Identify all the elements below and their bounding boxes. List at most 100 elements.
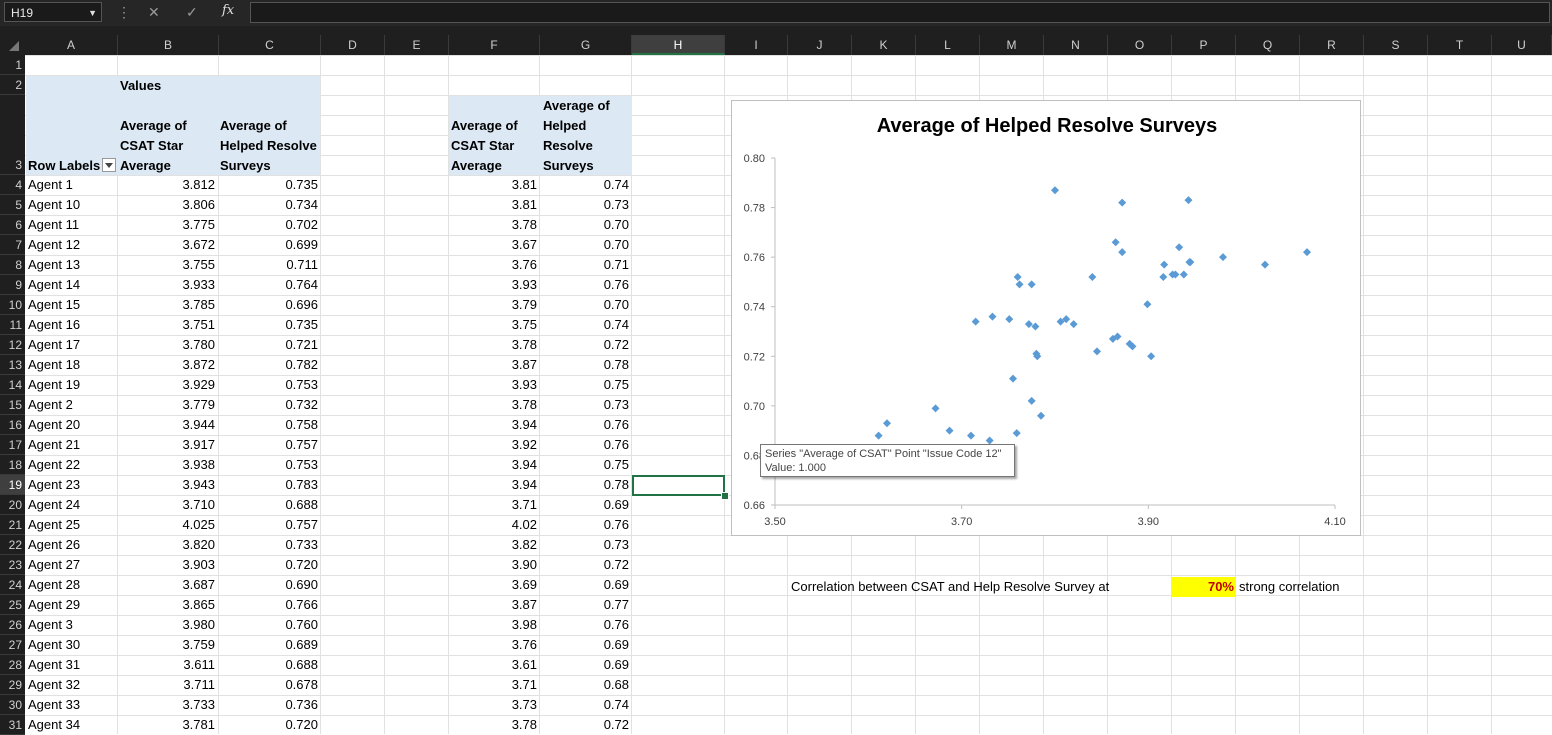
table2-csat-value[interactable]: 3.98: [511, 617, 537, 632]
pivot-row-label[interactable]: Agent 22: [28, 457, 81, 472]
pivot-csat-value[interactable]: 3.733: [182, 697, 215, 712]
pivot-helped-value[interactable]: 0.753: [285, 377, 318, 392]
pivot-row-label[interactable]: Agent 27: [28, 557, 81, 572]
pivot-helped-value[interactable]: 0.721: [285, 337, 318, 352]
table2-csat-value[interactable]: 3.93: [511, 377, 537, 392]
table2-helped-value[interactable]: 0.70: [603, 237, 629, 252]
table2-csat-value[interactable]: 3.69: [511, 577, 537, 592]
table2-helped-value[interactable]: 0.78: [603, 357, 629, 372]
column-header-n[interactable]: N: [1044, 35, 1108, 55]
pivot-row-label[interactable]: Agent 2: [28, 397, 73, 412]
table2-helped-value[interactable]: 0.73: [603, 397, 629, 412]
row-header-18[interactable]: 18: [0, 455, 25, 475]
row-header-10[interactable]: 10: [0, 295, 25, 315]
pivot-helped-value[interactable]: 0.783: [285, 477, 318, 492]
pivot-csat-value[interactable]: 3.938: [182, 457, 215, 472]
pivot-csat-value[interactable]: 3.780: [182, 337, 215, 352]
pivot-csat-value[interactable]: 3.903: [182, 557, 215, 572]
pivot-row-label[interactable]: Agent 1: [28, 177, 73, 192]
row-header-25[interactable]: 25: [0, 595, 25, 615]
row-header-14[interactable]: 14: [0, 375, 25, 395]
pivot-row-label[interactable]: Agent 20: [28, 417, 81, 432]
pivot-row-label[interactable]: Agent 32: [28, 677, 81, 692]
pivot-csat-value[interactable]: 3.865: [182, 597, 215, 612]
column-header-d[interactable]: D: [321, 35, 385, 55]
pivot-csat-value[interactable]: 3.929: [182, 377, 215, 392]
pivot-helped-value[interactable]: 0.688: [285, 497, 318, 512]
column-header-r[interactable]: R: [1300, 35, 1364, 55]
pivot-helped-value[interactable]: 0.720: [285, 717, 318, 732]
more-options-icon[interactable]: ⋮: [117, 4, 131, 20]
pivot-helped-value[interactable]: 0.690: [285, 577, 318, 592]
row-header-15[interactable]: 15: [0, 395, 25, 415]
active-cell-h19[interactable]: [632, 475, 725, 496]
table2-helped-value[interactable]: 0.74: [603, 177, 629, 192]
row-header-28[interactable]: 28: [0, 655, 25, 675]
pivot-helped-value[interactable]: 0.720: [285, 557, 318, 572]
pivot-helped-value[interactable]: 0.735: [285, 177, 318, 192]
pivot-helped-value[interactable]: 0.702: [285, 217, 318, 232]
pivot-csat-value[interactable]: 3.980: [182, 617, 215, 632]
pivot-csat-value[interactable]: 3.759: [182, 637, 215, 652]
table2-helped-value[interactable]: 0.69: [603, 657, 629, 672]
table2-helped-value[interactable]: 0.73: [603, 197, 629, 212]
pivot-row-label[interactable]: Agent 14: [28, 277, 81, 292]
table2-csat-value[interactable]: 3.67: [511, 237, 537, 252]
pivot-csat-value[interactable]: 3.933: [182, 277, 215, 292]
table2-csat-value[interactable]: 3.94: [511, 417, 537, 432]
table2-csat-value[interactable]: 3.78: [511, 717, 537, 732]
table2-csat-value[interactable]: 4.02: [511, 517, 537, 532]
pivot-row-label[interactable]: Agent 18: [28, 357, 81, 372]
row-header-22[interactable]: 22: [0, 535, 25, 555]
pivot-helped-value[interactable]: 0.688: [285, 657, 318, 672]
pivot-row-label[interactable]: Agent 30: [28, 637, 81, 652]
row-header-30[interactable]: 30: [0, 695, 25, 715]
column-header-o[interactable]: O: [1108, 35, 1172, 55]
select-all-corner[interactable]: [0, 35, 25, 55]
row-header-20[interactable]: 20: [0, 495, 25, 515]
table2-csat-value[interactable]: 3.82: [511, 537, 537, 552]
row-header-19[interactable]: 19: [0, 475, 25, 495]
column-header-p[interactable]: P: [1172, 35, 1236, 55]
pivot-helped-value[interactable]: 0.732: [285, 397, 318, 412]
table2-csat-value[interactable]: 3.92: [511, 437, 537, 452]
pivot-row-label[interactable]: Agent 23: [28, 477, 81, 492]
row-labels-filter-button[interactable]: [102, 158, 116, 172]
table2-csat-value[interactable]: 3.94: [511, 457, 537, 472]
table2-helped-value[interactable]: 0.76: [603, 517, 629, 532]
pivot-helped-value[interactable]: 0.696: [285, 297, 318, 312]
table2-helped-value[interactable]: 0.72: [603, 557, 629, 572]
fill-handle[interactable]: [721, 492, 729, 500]
table2-helped-value[interactable]: 0.76: [603, 417, 629, 432]
pivot-csat-value[interactable]: 3.775: [182, 217, 215, 232]
row-header-8[interactable]: 8: [0, 255, 25, 275]
pivot-row-label[interactable]: Agent 28: [28, 577, 81, 592]
table2-helped-value[interactable]: 0.74: [603, 697, 629, 712]
pivot-csat-value[interactable]: 3.917: [182, 437, 215, 452]
column-header-g[interactable]: G: [540, 35, 632, 55]
table2-helped-value[interactable]: 0.75: [603, 377, 629, 392]
table2-helped-value[interactable]: 0.74: [603, 317, 629, 332]
table2-csat-value[interactable]: 3.71: [511, 677, 537, 692]
column-header-a[interactable]: A: [25, 35, 118, 55]
pivot-row-label[interactable]: Agent 29: [28, 597, 81, 612]
pivot-helped-value[interactable]: 0.736: [285, 697, 318, 712]
table2-helped-value[interactable]: 0.78: [603, 477, 629, 492]
pivot-csat-value[interactable]: 4.025: [182, 517, 215, 532]
table2-helped-value[interactable]: 0.76: [603, 437, 629, 452]
table2-csat-value[interactable]: 3.71: [511, 497, 537, 512]
pivot-csat-value[interactable]: 3.711: [183, 677, 215, 692]
pivot-row-label[interactable]: Agent 21: [28, 437, 81, 452]
column-header-k[interactable]: K: [852, 35, 916, 55]
pivot-helped-value[interactable]: 0.766: [285, 597, 318, 612]
pivot-row-label[interactable]: Agent 24: [28, 497, 81, 512]
formula-input[interactable]: [250, 2, 1550, 23]
column-header-j[interactable]: J: [788, 35, 852, 55]
pivot-csat-value[interactable]: 3.812: [182, 177, 215, 192]
table2-csat-value[interactable]: 3.90: [511, 557, 537, 572]
column-header-t[interactable]: T: [1428, 35, 1492, 55]
pivot-helped-value[interactable]: 0.733: [285, 537, 318, 552]
table2-csat-value[interactable]: 3.81: [511, 197, 537, 212]
row-header-12[interactable]: 12: [0, 335, 25, 355]
row-header-23[interactable]: 23: [0, 555, 25, 575]
